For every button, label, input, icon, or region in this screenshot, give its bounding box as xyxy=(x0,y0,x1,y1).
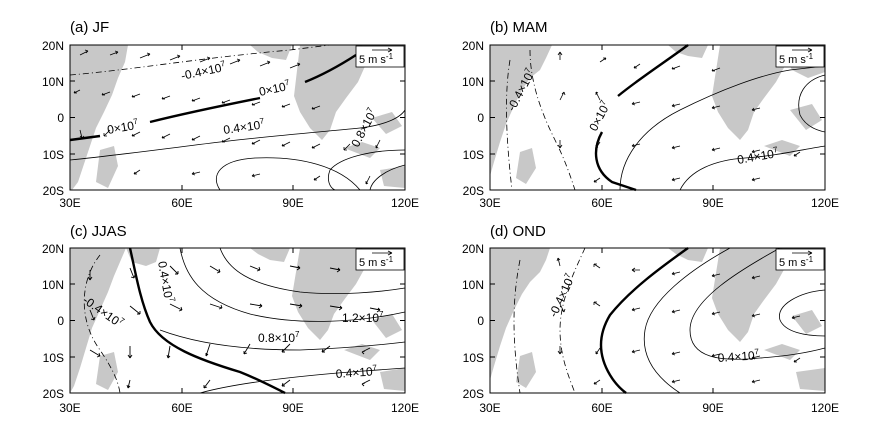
panel-a-y-axis: 20N 10N 0 10S 20S xyxy=(42,39,64,198)
panel-d: (d) OND xyxy=(462,223,839,415)
y-tick-label: 20N xyxy=(42,39,64,53)
y-tick-label: 20S xyxy=(463,184,484,198)
contour-label: 0.4×107 xyxy=(335,363,378,381)
panel-d-title: (d) OND xyxy=(490,223,546,240)
panel-b-x-axis: 30E 60E 90E 120E xyxy=(479,196,839,210)
y-tick-label: 20S xyxy=(43,184,64,198)
panel-a-land xyxy=(70,45,405,190)
scale-label: 5 m s-1 xyxy=(779,255,814,269)
y-tick-label: 20N xyxy=(462,39,484,53)
panel-a: (a) JF xyxy=(42,19,419,210)
y-tick-label: 10S xyxy=(463,148,484,162)
x-tick-label: 120E xyxy=(811,196,839,210)
contour-label: 0.8×107 xyxy=(258,330,300,345)
panel-a-vectors xyxy=(73,49,381,185)
contour-label: 0.4×107 xyxy=(717,347,760,365)
y-tick-label: 20S xyxy=(463,387,484,401)
contour-label: 0.4×107 xyxy=(736,145,780,167)
panel-d-x-axis: 30E 60E 90E 120E xyxy=(479,401,839,415)
y-tick-label: 10N xyxy=(42,278,64,292)
panel-c-contours xyxy=(83,247,406,395)
contour-label: 1.2×107 xyxy=(342,310,384,325)
y-tick-label: 0 xyxy=(477,314,484,328)
y-tick-label: 20N xyxy=(42,242,64,256)
y-tick-label: 20S xyxy=(43,387,64,401)
panel-d-scale-box: 5 m s-1 xyxy=(775,248,825,271)
panel-c-title: (c) JJAS xyxy=(70,223,127,240)
panel-c-contour-labels: -0.4×107 0.4×107 1.2×107 0.8×107 0.4×107 xyxy=(80,260,384,381)
contour-label: 0.4×107 xyxy=(222,116,266,137)
panel-b-contours xyxy=(506,44,826,192)
panel-b-y-axis: 20N 10N 0 10S 20S xyxy=(462,39,484,198)
x-tick-label: 30E xyxy=(59,196,80,210)
panel-b-land xyxy=(490,45,825,184)
y-tick-label: 0 xyxy=(57,111,64,125)
x-tick-label: 90E xyxy=(282,401,303,415)
panel-a-x-axis: 30E 60E 90E 120E xyxy=(59,196,419,210)
scale-label: 5 m s-1 xyxy=(359,52,394,66)
y-tick-label: 10S xyxy=(43,351,64,365)
panel-c: (c) JJAS xyxy=(42,223,419,415)
panel-b-scale-box: 5 m s-1 xyxy=(775,45,825,68)
y-tick-label: 0 xyxy=(477,111,484,125)
panel-a-scale-box: 5 m s-1 xyxy=(355,45,405,68)
y-tick-label: 20N xyxy=(462,242,484,256)
x-tick-label: 120E xyxy=(391,401,419,415)
x-tick-label: 90E xyxy=(702,196,723,210)
panel-d-vectors xyxy=(556,257,801,385)
panel-d-contours xyxy=(513,247,826,394)
panel-a-contour-labels: -0.4×107 0×107 0×107 0.4×107 0.8×107 xyxy=(106,59,378,150)
panel-c-x-axis: 30E 60E 90E 120E xyxy=(59,401,419,415)
panel-b: (b) MAM xyxy=(462,19,839,210)
contour-label: 0×107 xyxy=(258,78,292,99)
panel-c-ticks xyxy=(69,247,406,394)
panel-b-title: (b) MAM xyxy=(490,19,548,36)
x-tick-label: 90E xyxy=(702,401,723,415)
y-tick-label: 10N xyxy=(462,75,484,89)
x-tick-label: 30E xyxy=(59,401,80,415)
panel-a-ticks xyxy=(69,44,406,191)
x-tick-label: 90E xyxy=(282,196,303,210)
panel-c-vectors xyxy=(87,265,381,389)
panel-a-title: (a) JF xyxy=(70,19,109,36)
panel-c-y-axis: 20N 10N 0 10S 20S xyxy=(42,242,64,401)
y-tick-label: 0 xyxy=(57,314,64,328)
x-tick-label: 30E xyxy=(479,401,500,415)
y-tick-label: 10S xyxy=(463,351,484,365)
scale-label: 5 m s-1 xyxy=(779,52,814,66)
x-tick-label: 30E xyxy=(479,196,500,210)
x-tick-label: 60E xyxy=(591,196,612,210)
y-tick-label: 10N xyxy=(42,75,64,89)
x-tick-label: 60E xyxy=(591,401,612,415)
panel-b-ticks xyxy=(489,44,826,191)
panel-d-land xyxy=(490,248,825,391)
x-tick-label: 60E xyxy=(171,196,192,210)
x-tick-label: 120E xyxy=(811,401,839,415)
panel-b-vectors xyxy=(557,51,801,183)
panel-d-ticks xyxy=(489,247,826,394)
x-tick-label: 60E xyxy=(171,401,192,415)
panel-c-scale-box: 5 m s-1 xyxy=(355,248,405,271)
contour-label: 0×107 xyxy=(106,117,140,137)
panel-d-y-axis: 20N 10N 0 10S 20S xyxy=(462,242,484,401)
x-tick-label: 120E xyxy=(391,196,419,210)
scale-label: 5 m s-1 xyxy=(359,255,394,269)
y-tick-label: 10N xyxy=(462,278,484,292)
y-tick-label: 10S xyxy=(43,148,64,162)
panel-a-contours xyxy=(69,44,406,191)
contour-label: 0.4×107 xyxy=(155,260,177,304)
